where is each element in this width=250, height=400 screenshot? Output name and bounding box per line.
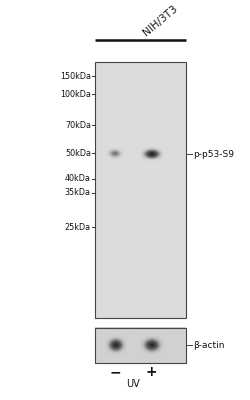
Text: p-p53-S9: p-p53-S9 — [193, 150, 234, 159]
Text: −: − — [109, 366, 121, 380]
Text: β-actin: β-actin — [193, 341, 224, 350]
Text: 70kDa: 70kDa — [65, 120, 91, 130]
Text: 40kDa: 40kDa — [65, 174, 91, 183]
Text: 100kDa: 100kDa — [60, 90, 91, 99]
Text: 150kDa: 150kDa — [60, 72, 91, 81]
Text: 50kDa: 50kDa — [65, 149, 91, 158]
Text: UV: UV — [126, 379, 140, 389]
Text: NIH/3T3: NIH/3T3 — [142, 4, 180, 38]
Text: 35kDa: 35kDa — [65, 188, 91, 197]
Bar — [95, 328, 186, 363]
Text: 25kDa: 25kDa — [65, 223, 91, 232]
Bar — [95, 62, 186, 318]
Text: +: + — [146, 366, 157, 380]
